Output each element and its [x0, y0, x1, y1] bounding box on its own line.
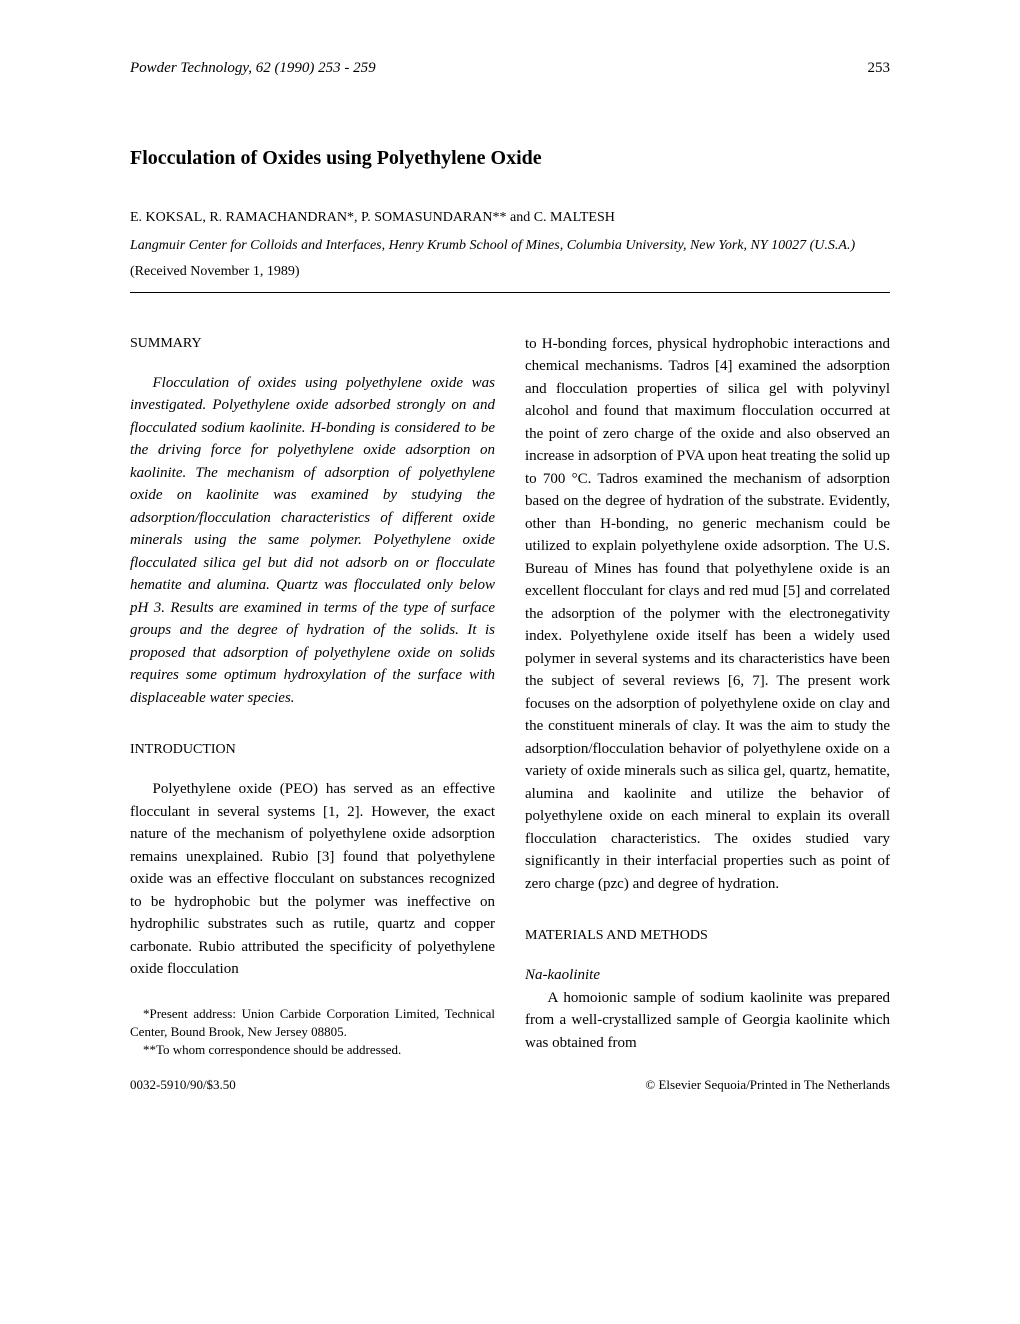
affiliation: Langmuir Center for Colloids and Interfa… — [130, 236, 890, 256]
footnote-1: *Present address: Union Carbide Corporat… — [130, 1005, 495, 1041]
page-number: 253 — [868, 60, 891, 77]
materials-subsection: Na-kaolinite — [525, 964, 890, 987]
journal-header: Powder Technology, 62 (1990) 253 - 259 2… — [130, 60, 890, 77]
footer-left: 0032-5910/90/$3.50 — [130, 1077, 236, 1093]
summary-heading: SUMMARY — [130, 333, 495, 354]
footer-right: © Elsevier Sequoia/Printed in The Nether… — [645, 1077, 890, 1093]
introduction-text-right: to H-bonding forces, physical hydrophobi… — [525, 333, 890, 896]
right-column: to H-bonding forces, physical hydrophobi… — [525, 333, 890, 1060]
introduction-heading: INTRODUCTION — [130, 739, 495, 760]
divider — [130, 292, 890, 293]
footnote-area: *Present address: Union Carbide Corporat… — [130, 1005, 495, 1060]
left-column: SUMMARY Flocculation of oxides using pol… — [130, 333, 495, 1060]
two-column-layout: SUMMARY Flocculation of oxides using pol… — [130, 333, 890, 1060]
authors: E. KOKSAL, R. RAMACHANDRAN*, P. SOMASUND… — [130, 210, 890, 226]
page-footer: 0032-5910/90/$3.50 © Elsevier Sequoia/Pr… — [130, 1077, 890, 1093]
summary-text: Flocculation of oxides using polyethylen… — [130, 372, 495, 710]
materials-heading: MATERIALS AND METHODS — [525, 925, 890, 946]
materials-text: A homoionic sample of sodium kaolinite w… — [525, 987, 890, 1055]
journal-info: Powder Technology, 62 (1990) 253 - 259 — [130, 60, 376, 77]
introduction-text-left: Polyethylene oxide (PEO) has served as a… — [130, 778, 495, 981]
article-title: Flocculation of Oxides using Polyethylen… — [130, 147, 890, 170]
footnote-2: **To whom correspondence should be addre… — [130, 1041, 495, 1059]
received-date: (Received November 1, 1989) — [130, 264, 890, 280]
